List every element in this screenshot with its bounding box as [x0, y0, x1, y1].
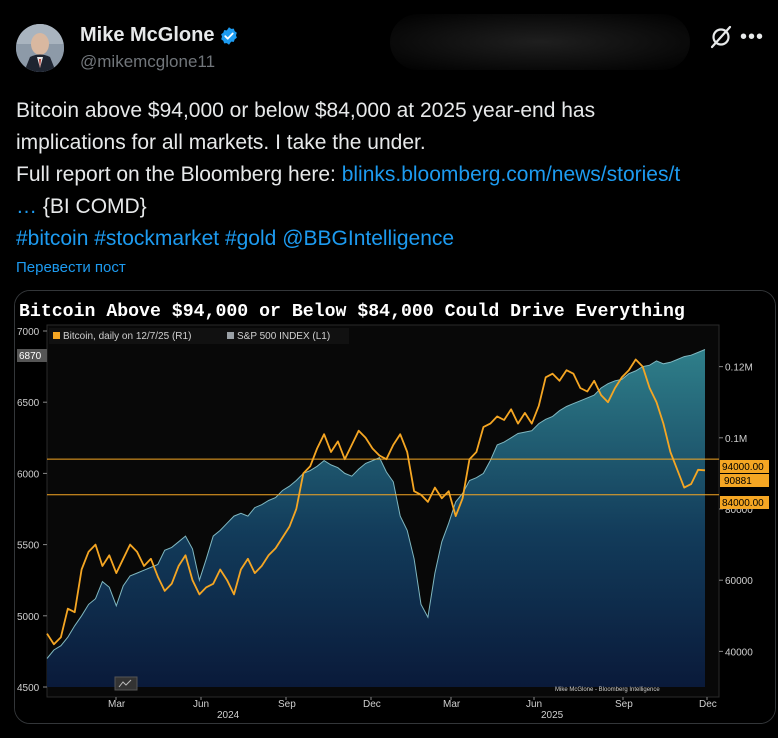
hashtag-bitcoin[interactable]: #bitcoin — [16, 227, 89, 250]
chart-toolbar-icon[interactable] — [114, 676, 138, 691]
x-month-label: Jun — [526, 699, 542, 710]
chart-svg: Bitcoin Above $94,000 or Below $84,000 C… — [15, 291, 775, 723]
left-last-badge: 6870 — [17, 349, 47, 362]
chart-credit: Mike McGlone - Bloomberg Intelligence — [555, 687, 660, 693]
author-handle[interactable]: @mikemcglone11 — [80, 52, 216, 71]
hashtag-gold[interactable]: #gold — [224, 227, 277, 250]
badge-90881: 90881 — [724, 476, 752, 487]
tweet-line-4: … {BI COMD} — [16, 191, 774, 223]
left-tick-label: 5000 — [17, 612, 40, 623]
x-month-label: Sep — [278, 699, 296, 710]
tag-comd: {BI COMD} — [37, 195, 147, 218]
left-tick-label: 5500 — [17, 541, 40, 552]
more-options-icon[interactable]: ••• — [740, 26, 765, 48]
mention-bbgintelligence[interactable]: @BBGIntelligence — [282, 227, 455, 250]
left-tick-label: 6000 — [17, 469, 40, 480]
tweet-line-1: Bitcoin above $94,000 or below $84,000 a… — [16, 99, 596, 122]
tweet-tags: #bitcoin #stockmarket #gold @BBGIntellig… — [16, 223, 774, 255]
author-avatar[interactable] — [16, 24, 64, 72]
x-month-label: Mar — [443, 699, 461, 710]
tweet-line-3: Full report on the Bloomberg here: blink… — [16, 159, 774, 191]
left-tick-label: 7000 — [17, 327, 40, 338]
legend-spx-swatch — [227, 332, 234, 339]
x-month-label: Jun — [193, 699, 209, 710]
left-tick-label: 4500 — [17, 683, 40, 694]
right-tick-label: 60000 — [725, 576, 753, 587]
year-label-2025: 2025 — [541, 710, 564, 721]
x-month-label: Mar — [108, 699, 126, 710]
bloomberg-link[interactable]: blinks.bloomberg.com/news/stories/t — [341, 163, 681, 186]
badge-84000: 84000.00 — [722, 498, 764, 509]
badge-94000: 94000.00 — [722, 462, 764, 473]
spx-area — [47, 349, 705, 687]
year-label-2024: 2024 — [217, 710, 240, 721]
translate-post-link[interactable]: Перевести пост — [16, 259, 126, 276]
right-badges: 94000.00 90881 84000.00 — [720, 460, 769, 509]
legend-spx: S&P 500 INDEX (L1) — [237, 331, 330, 342]
chart-image-card[interactable]: Bitcoin Above $94,000 or Below $84,000 C… — [14, 290, 776, 724]
blurred-region — [390, 14, 690, 70]
chart-legend: Bitcoin, daily on 12/7/25 (R1) S&P 500 I… — [49, 328, 349, 344]
verified-badge-icon — [221, 26, 238, 45]
right-tick-label: 40000 — [725, 647, 753, 658]
tweet-text: Bitcoin above $94,000 or below $84,000 a… — [16, 95, 774, 255]
link-ellipsis[interactable]: … — [16, 195, 37, 218]
bitcoin-line — [46, 358, 706, 646]
tweet-line-2: implications for all markets. I take the… — [16, 131, 426, 154]
x-month-label: Dec — [363, 699, 381, 710]
grok-icon[interactable] — [708, 24, 734, 50]
hashtag-stockmarket[interactable]: #stockmarket — [94, 227, 220, 250]
legend-bitcoin: Bitcoin, daily on 12/7/25 (R1) — [63, 331, 191, 342]
left-last-value: 6870 — [19, 351, 42, 362]
tweet-line-3-text: Full report on the Bloomberg here: — [16, 163, 342, 186]
chart-title: Bitcoin Above $94,000 or Below $84,000 C… — [19, 302, 685, 322]
legend-bitcoin-swatch — [53, 332, 60, 339]
author-name[interactable]: Mike McGlone — [80, 24, 215, 46]
x-month-label: Sep — [615, 699, 633, 710]
right-tick-label: 0.12M — [725, 363, 753, 374]
left-tick-label: 6500 — [17, 398, 40, 409]
right-tick-label: 0.1M — [725, 434, 747, 445]
right-tick-label: 80000 — [725, 505, 753, 516]
x-month-label: Dec — [699, 699, 717, 710]
